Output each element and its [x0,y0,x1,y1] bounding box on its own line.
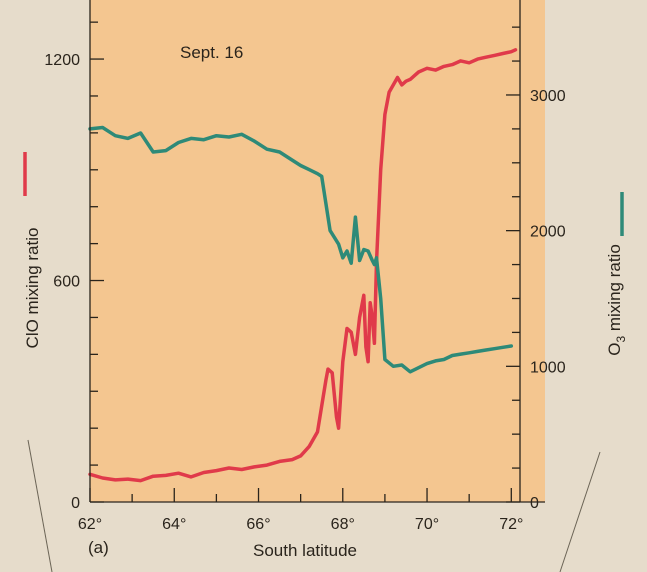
x-ticks: 62° 64° 66° 68° 70° 72° [78,488,523,533]
y-left-axis-title: ClO mixing ratio [23,228,42,349]
y-right-title-suffix: mixing ratio [605,244,624,336]
plot-area [90,0,545,502]
y-right-tick-label: 2000 [530,224,566,241]
clo-series-line [88,48,518,483]
y-left-tick-label: 1200 [44,52,80,69]
y-left-tick-label: 0 [71,495,80,512]
x-tick-label: 66° [246,516,270,533]
x-tick-label: 64° [162,516,186,533]
x-tick-label: 70° [415,516,439,533]
caption-pointer-left [27,439,53,572]
y-right-title-subscript: 3 [614,336,628,343]
caption-pointer-right [559,451,601,572]
y-right-axis-title: O3 mixing ratio [605,244,628,356]
series-layer [88,48,518,483]
y-right-ticks: 0 1000 2000 3000 [506,26,566,512]
x-axis-title: South latitude [253,541,357,560]
y-right-tick-label: 3000 [530,88,566,105]
x-tick-label: 62° [78,516,102,533]
o3-series-line [88,125,514,374]
panel-label: (a) [88,538,109,557]
y-left-tick-label: 600 [53,274,80,291]
y-right-tick-label: 1000 [530,359,566,376]
y-right-tick-label: 0 [530,495,539,512]
y-right-title-prefix: O [605,343,624,356]
y-left-ticks: 0 600 1200 [44,21,104,512]
x-tick-label: 72° [499,516,523,533]
annotation-date: Sept. 16 [180,43,243,62]
x-tick-label: 68° [331,516,355,533]
